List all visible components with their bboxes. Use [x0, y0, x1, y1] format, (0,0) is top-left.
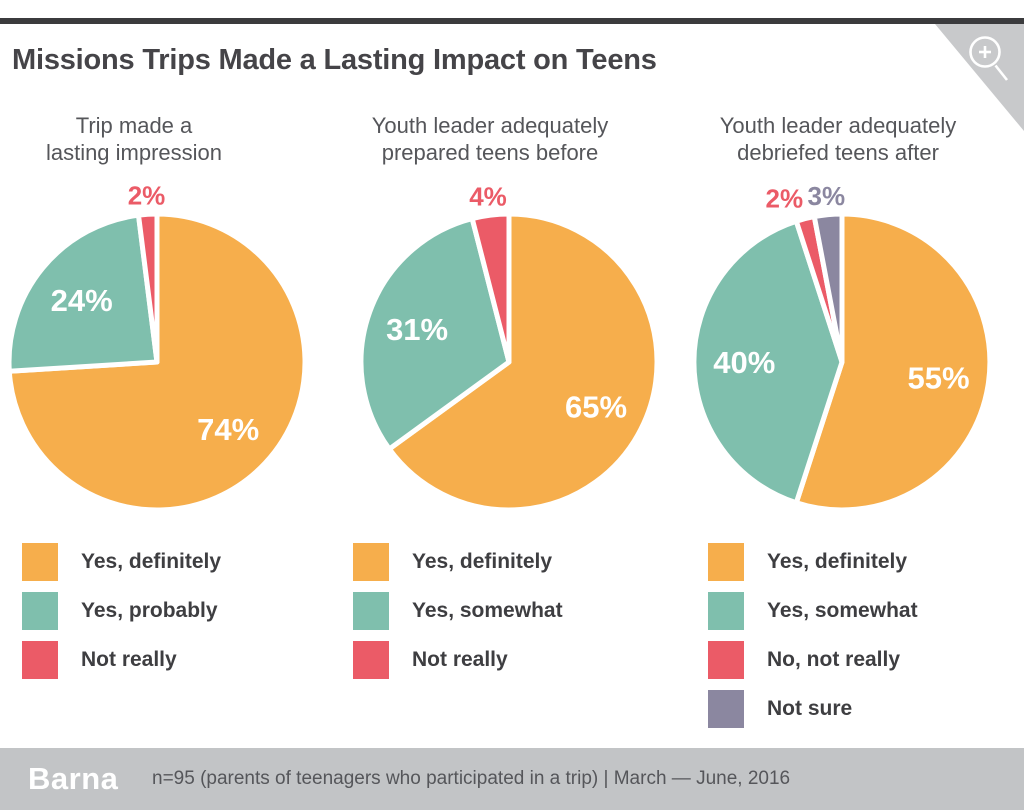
chart-column-1: Trip made a lasting impression 74% 24% 2% Yes… [0, 0, 335, 745]
legend-item: Not really [353, 641, 563, 679]
pie-chart: 74% 24% 2% [6, 182, 308, 513]
chart-title-line: Trip made a [75, 113, 193, 138]
slice-value-label-outside: 3% [808, 182, 846, 211]
legend-label: Yes, probably [81, 599, 218, 622]
slice-value-label: 55% [907, 360, 969, 395]
legend-item: Not really [22, 641, 221, 679]
legend-item: Yes, somewhat [708, 592, 918, 630]
legend-swatch [708, 543, 744, 581]
legend-swatch [22, 543, 58, 581]
chart-column-2: Youth leader adequately prepared teens be… [340, 0, 675, 745]
pie-chart: 55% 40% 2% 3% [691, 182, 993, 513]
pie-slice [358, 216, 512, 452]
chart-title: Youth leader adequately prepared teens be… [340, 112, 640, 166]
slice-value-label-outside: 2% [766, 183, 804, 213]
legend-item: No, not really [708, 641, 918, 679]
legend-item: Yes, definitely [22, 543, 221, 581]
top-rule [0, 18, 1024, 24]
chart-title: Youth leader adequately debriefed teens a… [688, 112, 988, 166]
legend-item: Yes, definitely [708, 543, 918, 581]
legend-item: Yes, somewhat [353, 592, 563, 630]
legend-label: Not sure [767, 697, 853, 720]
legend: Yes, definitely Yes, somewhat Not really [353, 543, 563, 690]
slice-value-label: 74% [197, 412, 259, 447]
legend-label: No, not really [767, 648, 901, 671]
legend-label: Not really [412, 648, 508, 671]
legend-label: Yes, definitely [81, 550, 222, 573]
pie-chart: 65% 31% 4% [358, 182, 660, 513]
chart-title-line: Youth leader adequately [719, 113, 957, 138]
page-title: Missions Trips Made a Lasting Impact on … [12, 44, 657, 76]
legend: Yes, definitely Yes, somewhat No, not real… [708, 543, 918, 739]
pie-slice [6, 212, 160, 374]
legend-label: Yes, definitely [412, 550, 553, 573]
chart-column-3: Youth leader adequately debriefed teens a… [685, 0, 1020, 745]
slice-value-label-outside: 4% [469, 182, 507, 211]
pie-slice [136, 211, 160, 365]
legend-item: Not sure [708, 690, 918, 728]
legend-label: Yes, somewhat [412, 599, 563, 622]
legend: Yes, definitely Yes, probably Not really [22, 543, 221, 690]
corner-triangle-shape [935, 24, 1024, 131]
zoom-corner[interactable] [935, 24, 1024, 131]
legend-swatch [353, 592, 389, 630]
legend-item: Yes, definitely [353, 543, 563, 581]
legend-swatch [22, 592, 58, 630]
slice-value-label-outside: 2% [128, 182, 166, 210]
legend-swatch [22, 641, 58, 679]
chart-title-line: debriefed teens after [737, 140, 939, 165]
slice-value-label: 40% [713, 345, 775, 380]
slice-value-label: 24% [51, 283, 113, 318]
legend-label: Yes, definitely [767, 550, 908, 573]
pie-slice [811, 211, 845, 365]
pie-slice [469, 211, 512, 365]
source-note: n=95 (parents of teenagers who participa… [152, 768, 791, 789]
chart-title: Trip made a lasting impression [4, 112, 264, 166]
pie-slice [691, 218, 845, 506]
legend-swatch [353, 543, 389, 581]
chart-title-line: Youth leader adequately [371, 113, 609, 138]
chart-title-line: lasting impression [45, 140, 223, 165]
legend-label: Yes, somewhat [767, 599, 918, 622]
slice-value-label: 65% [565, 389, 627, 424]
chart-title-line: prepared teens before [381, 140, 599, 165]
pie-slice [793, 211, 993, 513]
pie-slice [386, 211, 660, 513]
legend-swatch [708, 592, 744, 630]
corner-triangle [935, 24, 1024, 131]
legend-swatch [353, 641, 389, 679]
legend-item: Yes, probably [22, 592, 221, 630]
legend-label: Not really [81, 648, 177, 671]
legend-swatch [708, 690, 744, 728]
footer-bar: Barna n=95 (parents of teenagers who par… [0, 748, 1024, 810]
zoom-icon[interactable] [969, 36, 1009, 81]
legend-swatch [708, 641, 744, 679]
slice-value-label: 31% [386, 312, 448, 347]
barna-logo: Barna [28, 761, 119, 796]
